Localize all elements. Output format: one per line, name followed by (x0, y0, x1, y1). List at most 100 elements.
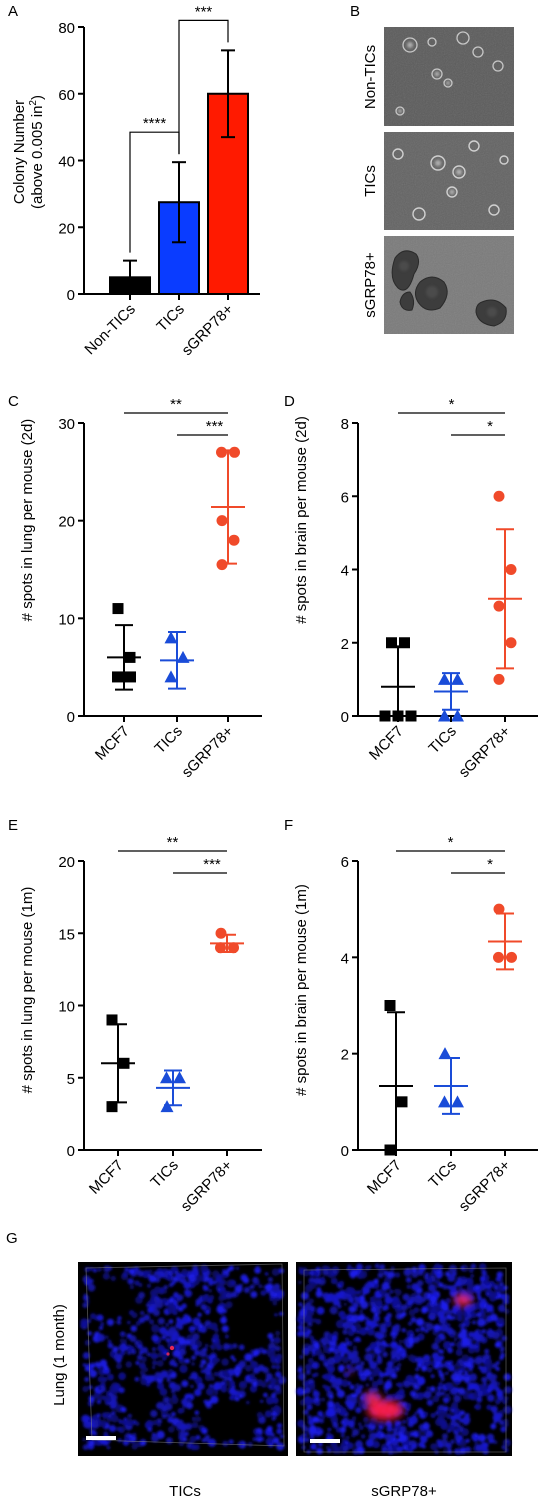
panel-letter-e: E (8, 817, 18, 834)
point-f-0-0 (384, 1000, 396, 1011)
point-f-1-2 (451, 1095, 464, 1108)
y-tick-label-e: 5 (67, 1071, 75, 1088)
x-tick-label-d-1: TICs (425, 723, 459, 757)
panel-g: G Lung (1 month) TICs sGRP78+ (6, 1230, 512, 1500)
y-tick-label-e: 20 (58, 854, 75, 871)
x-tick-label-a-0: Non-TICs (81, 301, 138, 358)
x-tick-label-f-2: sGRP78+ (456, 1157, 514, 1215)
y-tick-label-d: 0 (341, 709, 349, 726)
point-c-0-2 (112, 671, 123, 683)
row-label-sgrp78: sGRP78+ (362, 252, 379, 318)
y-tick-label-a: 80 (58, 20, 75, 37)
x-tick-label-a-2: sGRP78+ (179, 301, 237, 359)
point-d-0-0 (386, 637, 397, 649)
point-d-1-1 (451, 672, 464, 685)
significance-label-e-1: *** (203, 856, 221, 873)
point-f-2-0 (493, 903, 505, 915)
point-d-1-3 (451, 709, 464, 722)
micrograph-non-tics (384, 27, 514, 126)
y-tick-label-a: 40 (58, 154, 75, 171)
x-tick-label-c-1: TICs (151, 723, 185, 757)
y-tick-label-a: 20 (58, 220, 75, 237)
point-f-1-0 (438, 1047, 452, 1060)
row-label-tics: TICs (362, 165, 379, 197)
point-c-2-3 (228, 534, 240, 546)
y-tick-label-f: 2 (341, 1047, 349, 1064)
scale-bar-right (310, 1439, 340, 1443)
x-tick-label-e-1: TICs (147, 1157, 181, 1191)
x-tick-label-f-1: TICs (425, 1157, 459, 1191)
confocal-image-tics (78, 1262, 288, 1456)
x-tick-label-e-0: MCF7 (86, 1157, 127, 1198)
y-tick-label-e: 15 (58, 926, 75, 943)
y-tick-label-a: 60 (58, 87, 75, 104)
significance-label-a-0: **** (143, 115, 167, 132)
point-d-0-4 (405, 710, 417, 722)
panel-b: B (350, 3, 514, 334)
panel-letter-b: B (350, 3, 360, 20)
micrograph-tics (384, 132, 514, 230)
point-f-2-1 (493, 951, 504, 963)
point-d-2-0 (493, 490, 505, 502)
point-e-2-1 (215, 942, 226, 954)
image-label-tics: TICs (169, 1483, 201, 1500)
point-d-1-0 (438, 672, 451, 685)
point-f-0-1 (396, 1096, 408, 1108)
x-tick-label-a-1: TICs (153, 301, 187, 335)
significance-label-f-0: * (448, 834, 454, 851)
y-tick-label-d: 8 (341, 416, 349, 433)
y-axis-label-a-line2: (above 0.005 in2) (28, 95, 46, 209)
panel-letter-f: F (284, 817, 293, 834)
y-tick-label-f: 6 (341, 854, 349, 871)
panel-letter-a: A (8, 3, 18, 20)
y-axis-label-a-sup: 2 (28, 100, 39, 106)
significance-label-d-0: * (449, 396, 455, 413)
point-e-1-1 (173, 1071, 186, 1084)
y-tick-label-d: 2 (341, 636, 349, 653)
y-axis-label-c: # spots in lung per mouse (2d) (19, 419, 36, 622)
point-c-2-0 (216, 446, 227, 458)
significance-label-a-1: *** (195, 3, 213, 20)
point-d-1-2 (438, 709, 451, 722)
point-f-1-1 (438, 1095, 451, 1108)
point-d-2-3 (505, 637, 517, 649)
image-label-sgrp78: sGRP78+ (371, 1483, 437, 1500)
confocal-image-sgrp78 (296, 1262, 512, 1456)
y-axis-label-a-close: ) (29, 95, 46, 100)
point-e-0-0 (106, 1014, 118, 1026)
y-tick-label-f: 0 (341, 1143, 349, 1160)
panel-letter-d: D (284, 393, 295, 410)
scale-bar-left (86, 1436, 116, 1440)
y-axis-label-a-line1: Colony Number (11, 100, 28, 204)
panel-letter-c: C (8, 393, 19, 410)
y-tick-label-c: 0 (67, 709, 75, 726)
point-c-2-1 (229, 446, 240, 458)
y-axis-label-d: # spots in brain per mouse (2d) (293, 416, 310, 624)
significance-label-c-1: *** (206, 418, 224, 435)
point-e-2-0 (215, 927, 227, 939)
row-label-non-tics: Non-TICs (362, 45, 379, 109)
point-d-2-1 (505, 564, 517, 575)
point-c-0-3 (125, 671, 136, 683)
y-axis-label-f: # spots in brain per mouse (1m) (293, 884, 310, 1096)
point-e-0-2 (106, 1101, 118, 1113)
point-d-2-2 (493, 600, 505, 612)
x-tick-label-f-0: MCF7 (364, 1157, 405, 1198)
point-c-1-2 (164, 670, 178, 683)
y-tick-label-d: 6 (341, 489, 349, 506)
y-tick-label-f: 4 (341, 950, 349, 967)
x-tick-label-c-0: MCF7 (92, 723, 133, 764)
significance-label-c-0: ** (170, 396, 182, 413)
point-d-0-1 (399, 637, 410, 649)
y-tick-label-c: 20 (58, 514, 75, 531)
